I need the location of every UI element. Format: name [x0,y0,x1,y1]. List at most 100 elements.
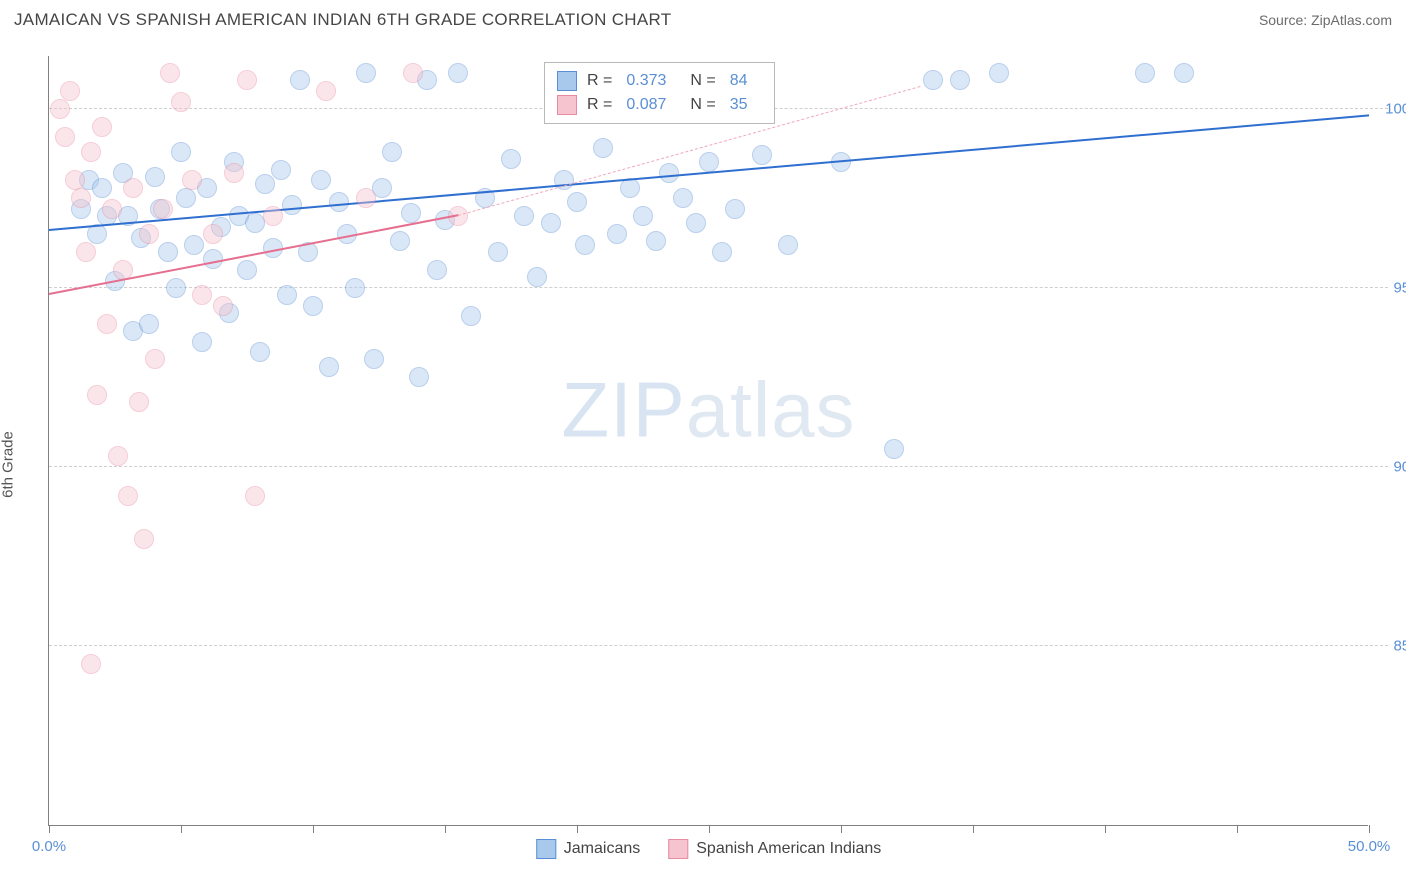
data-point [356,63,376,83]
data-point [250,342,270,362]
data-point [686,213,706,233]
chart-title: JAMAICAN VS SPANISH AMERICAN INDIAN 6TH … [14,10,671,30]
stats-legend-row: R =0.373N =84 [557,69,762,93]
data-point [92,117,112,137]
data-point [364,349,384,369]
data-point [541,213,561,233]
data-point [356,188,376,208]
y-axis-label: 6th Grade [0,431,17,498]
trend-line [49,114,1369,231]
data-point [171,92,191,112]
x-tick [181,825,182,833]
legend-swatch [557,95,577,115]
data-point [923,70,943,90]
data-point [153,199,173,219]
r-value: 0.373 [626,72,666,90]
x-tick-label: 0.0% [32,838,66,855]
data-point [50,99,70,119]
x-tick [1369,825,1370,833]
y-tick-label: 95.0% [1393,279,1406,296]
x-tick [49,825,50,833]
data-point [345,278,365,298]
data-point [65,170,85,190]
data-point [382,142,402,162]
data-point [108,446,128,466]
data-point [884,439,904,459]
x-tick-label: 50.0% [1348,838,1391,855]
y-tick-label: 100.0% [1385,100,1406,117]
data-point [192,285,212,305]
data-point [712,242,732,262]
x-tick [841,825,842,833]
data-point [303,296,323,316]
data-point [97,314,117,334]
data-point [129,392,149,412]
data-point [409,367,429,387]
series-legend: Jamaicans Spanish American Indians [536,839,881,859]
data-point [778,235,798,255]
legend-swatch [668,839,688,859]
series-legend-item: Spanish American Indians [668,839,881,859]
data-point [401,203,421,223]
data-point [203,224,223,244]
data-point [213,296,233,316]
data-point [989,63,1009,83]
n-label: N = [690,96,715,114]
x-tick [1237,825,1238,833]
data-point [123,178,143,198]
data-point [646,231,666,251]
data-point [950,70,970,90]
data-point [501,149,521,169]
r-label: R = [587,72,612,90]
data-point [752,145,772,165]
data-point [316,81,336,101]
x-tick [1105,825,1106,833]
data-point [245,213,265,233]
gridline [49,645,1388,646]
data-point [139,314,159,334]
data-point [633,206,653,226]
data-point [725,199,745,219]
watermark-thin: atlas [686,365,856,453]
data-point [311,170,331,190]
data-point [81,142,101,162]
legend-swatch [557,71,577,91]
series-name: Spanish American Indians [696,840,881,858]
data-point [290,70,310,90]
r-value: 0.087 [626,96,666,114]
data-point [448,63,468,83]
data-point [659,163,679,183]
data-point [76,242,96,262]
data-point [427,260,447,280]
data-point [575,235,595,255]
data-point [176,188,196,208]
data-point [607,224,627,244]
data-point [224,163,244,183]
x-tick [445,825,446,833]
data-point [245,486,265,506]
data-point [263,206,283,226]
stats-legend-row: R =0.087N =35 [557,93,762,117]
source-attribution: Source: ZipAtlas.com [1259,12,1392,28]
data-point [87,385,107,405]
r-label: R = [587,96,612,114]
series-legend-item: Jamaicans [536,839,640,859]
data-point [71,188,91,208]
data-point [282,195,302,215]
data-point [593,138,613,158]
data-point [277,285,297,305]
data-point [184,235,204,255]
data-point [514,206,534,226]
data-point [158,242,178,262]
data-point [192,332,212,352]
data-point [160,63,180,83]
data-point [102,199,122,219]
series-name: Jamaicans [564,840,640,858]
data-point [329,192,349,212]
data-point [118,486,138,506]
data-point [1174,63,1194,83]
legend-swatch [536,839,556,859]
data-point [271,160,291,180]
chart-container: 6th Grade ZIPatlas 85.0%90.0%95.0%100.0%… [0,36,1406,876]
gridline [49,287,1388,288]
